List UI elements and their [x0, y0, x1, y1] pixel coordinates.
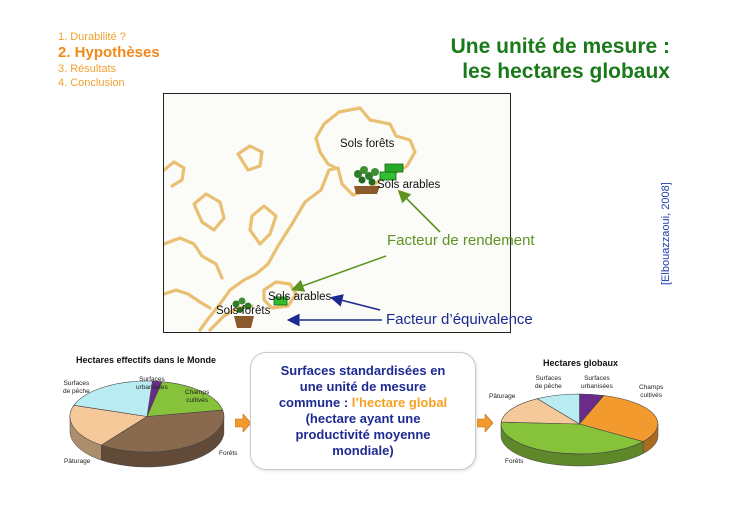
center-line-3-prefix: commune : [278, 395, 352, 410]
pie-slice-p-turage [69, 404, 148, 446]
label-forest-top: Sols forêts [340, 138, 395, 150]
label-facteur-equivalence: Facteur d’équivalence [386, 311, 533, 328]
map-coastline [164, 106, 417, 332]
pie-slice-champs-cultiv-s [578, 395, 659, 442]
pie-left-chart [69, 380, 225, 468]
pie-right-label-champs: Champs cultivés [639, 384, 664, 399]
pie-right-label-peche: Surfaces de pêche [535, 375, 562, 390]
outline-item-2-current: 2. Hypothèses [58, 44, 160, 61]
slide-title-line-2: les hectares globaux [462, 60, 670, 83]
center-definition-text: Surfaces standardisées en une unité de m… [251, 363, 475, 459]
label-arable-bottom: Sols arables [268, 291, 332, 303]
outline-item-1: 1. Durabilité ? [58, 31, 126, 43]
center-definition-box: Surfaces standardisées en une unité de m… [250, 352, 476, 470]
pie-slice-for-ts [500, 421, 644, 455]
pie-left-label-champs: Champs cultivés [185, 389, 210, 404]
center-line-6: mondiale) [332, 443, 394, 458]
pie-left-label-peche: Surfaces de pêche [63, 380, 90, 395]
pie-right-chart [500, 393, 659, 467]
pie-left-title: Hectares effectifs dans le Monde [76, 355, 217, 365]
equivalence-arrow-top [329, 294, 381, 311]
outline-nav: 1. Durabilité ? 2. Hypothèses 3. Résulta… [58, 30, 160, 90]
pie-left-label-forets: Forêts [219, 450, 238, 457]
center-line-4: (hectare ayant une [305, 411, 421, 426]
slide-title-line-1: Une unité de mesure : [450, 35, 670, 58]
label-arable-top: Sols arables [377, 179, 441, 191]
pie-slice-for-ts [100, 409, 225, 453]
arrow-right-icon-left [235, 414, 251, 432]
center-line-2: une unité de mesure [299, 379, 427, 394]
pie-left-label-urbanisees: Surfaces urbanisées [136, 376, 168, 391]
center-line-1: Surfaces standardisées en [280, 363, 446, 378]
center-line-3: commune : l’hectare global [251, 395, 475, 411]
pie-slice-surfaces-de-p-che [73, 380, 153, 417]
pie-right-label-forets: Forêts [505, 458, 524, 465]
rendement-arrow-bottom [290, 255, 387, 292]
pie-right-title: Hectares globaux [543, 358, 619, 368]
pie-right-label-urbanisees: Surfaces urbanisées [581, 375, 613, 390]
center-line-5: productivité moyenne [295, 427, 431, 442]
pie-left-label-paturage: Pâturage [64, 458, 91, 465]
label-forest-bottom: Sols forêts [216, 305, 271, 317]
label-facteur-rendement: Facteur de rendement [387, 232, 535, 249]
citation: [Elbouazzaoui, 2008] [660, 182, 672, 285]
pie-right-label-paturage: Pâturage [489, 393, 516, 400]
forest-illustration-top [354, 163, 404, 194]
rendement-arrow-top [397, 189, 441, 233]
outline-item-3: 3. Résultats [58, 63, 117, 75]
pie-slice-p-turage [500, 398, 581, 425]
forest-illustration-bottom [232, 296, 288, 328]
arrow-right-icon-right [477, 414, 493, 432]
slide-title: Une unité de mesure : les hectares globa… [451, 34, 670, 84]
map-image [163, 93, 511, 333]
center-line-3-highlight: l’hectare global [351, 395, 448, 410]
pie-slice-surfaces-de-p-che [536, 393, 580, 425]
pie-slice-champs-cultiv-s [146, 381, 224, 417]
outline-item-4: 4. Conclusion [58, 77, 125, 89]
